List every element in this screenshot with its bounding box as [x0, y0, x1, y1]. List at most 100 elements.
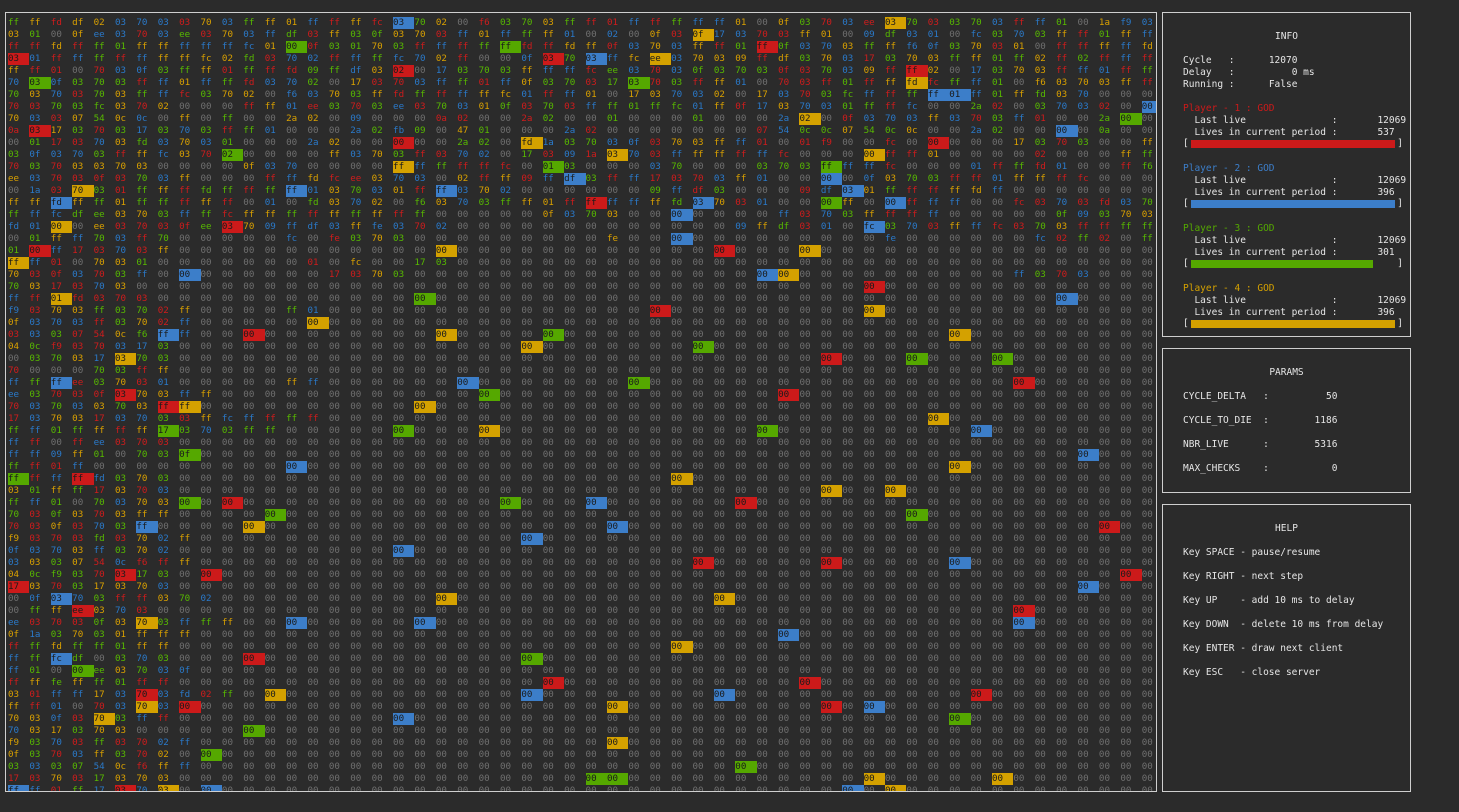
memory-byte: 09 — [50, 449, 62, 460]
memory-byte: ff — [756, 53, 768, 64]
memory-byte: 0f — [50, 269, 62, 280]
memory-byte: 03 — [200, 125, 212, 136]
memory-byte: 00 — [371, 401, 383, 412]
memory-byte: ee — [393, 101, 405, 112]
memory-byte: 01 — [114, 629, 127, 640]
memory-byte: ff — [157, 509, 169, 520]
memory-byte: 00 — [735, 761, 757, 773]
memory-byte: ff — [243, 65, 255, 76]
memory-byte: 00 — [927, 389, 939, 400]
memory-byte: 00 — [1141, 629, 1153, 640]
memory-byte: 00 — [457, 677, 469, 688]
memory-row: ff ff fd ff ff 01 ff ff ff ff ff 00 01 00 fd 03 70 02 00 f6… — [8, 197, 1156, 209]
memory-byte: 00 — [671, 713, 683, 724]
memory-byte: 00 — [820, 653, 832, 664]
memory-byte: 03 — [885, 221, 897, 232]
memory-byte: 03 — [179, 425, 191, 436]
memory-byte: 00 — [264, 629, 276, 640]
memory-byte: 00 — [949, 785, 961, 792]
memory-byte: 00 — [1013, 437, 1025, 448]
memory-byte: 02 — [585, 125, 597, 136]
memory-byte: 00 — [328, 317, 340, 328]
memory-byte: 00 — [478, 317, 490, 328]
memory-byte: 00 — [585, 785, 597, 792]
memory-byte: 00 — [713, 341, 725, 352]
memory-byte: 00 — [735, 737, 747, 748]
memory-byte: 03 — [435, 257, 447, 268]
memory-byte: 00 — [778, 293, 790, 304]
memory-byte: 00 — [713, 269, 725, 280]
memory-byte: ee — [72, 377, 84, 388]
memory-byte: 00 — [585, 413, 597, 424]
memory-byte: 00 — [585, 389, 597, 400]
memory-byte: 03 — [243, 29, 255, 40]
memory-byte: 0f — [778, 65, 790, 76]
memory-byte: 0a — [435, 113, 447, 124]
memory-byte: 00 — [1120, 269, 1132, 280]
memory-byte: 03 — [585, 77, 597, 88]
memory-byte: 01 — [50, 293, 73, 305]
memory-byte: 00 — [863, 137, 875, 148]
memory-byte: 00 — [1141, 173, 1153, 184]
memory-byte: ff — [521, 29, 533, 40]
memory-byte: 00 — [735, 269, 747, 280]
memory-byte: 00 — [457, 389, 469, 400]
memory-byte: 17 — [72, 245, 84, 256]
memory-byte: 00 — [264, 593, 276, 604]
memory-byte: 03 — [842, 17, 854, 28]
memory-byte: 00 — [393, 569, 405, 580]
memory-byte: 00 — [585, 161, 597, 172]
memory-byte: fc — [885, 161, 897, 172]
memory-byte: 00 — [1098, 353, 1110, 364]
memory-byte: 00 — [799, 329, 811, 340]
memory-byte: 00 — [906, 689, 918, 700]
memory-byte: 00 — [243, 629, 255, 640]
memory-byte: 0f — [863, 173, 875, 184]
memory-byte: 00 — [906, 485, 918, 496]
memory-byte: 00 — [1098, 629, 1110, 640]
memory-byte: 00 — [863, 197, 875, 208]
memory-byte: 00 — [307, 401, 319, 412]
memory-byte: 00 — [842, 653, 854, 664]
memory-byte: 03 — [8, 485, 20, 496]
memory-byte: 03 — [1034, 269, 1046, 280]
memory-byte: 00 — [478, 389, 500, 401]
memory-byte: ff — [157, 197, 169, 208]
memory-byte: 00 — [863, 341, 875, 352]
memory-byte: ff — [414, 149, 426, 160]
memory-byte: 00 — [1034, 257, 1046, 268]
memory-byte: 17 — [756, 89, 768, 100]
memory-byte: 00 — [885, 425, 897, 436]
memory-byte: 17 — [606, 77, 619, 88]
memory-byte: 00 — [991, 641, 1004, 652]
memory-byte: 00 — [863, 485, 875, 496]
memory-byte: ff — [243, 209, 255, 220]
memory-byte: 00 — [649, 485, 661, 496]
memory-byte: 00 — [885, 269, 897, 280]
memory-byte: 03 — [393, 17, 415, 29]
memory-byte: 03 — [8, 557, 20, 568]
memory-byte: 00 — [435, 401, 447, 412]
memory-byte: 00 — [713, 233, 725, 244]
memory-byte: 01 — [820, 221, 832, 232]
memory-byte: 00 — [906, 329, 918, 340]
memory-byte: 00 — [735, 245, 747, 256]
memory-byte: ff — [863, 209, 875, 220]
memory-byte: 00 — [585, 281, 597, 292]
memory-byte: ff — [50, 689, 62, 700]
memory-byte: 00 — [1013, 449, 1025, 460]
memory-byte: 00 — [542, 329, 565, 341]
memory-byte: 00 — [200, 401, 212, 412]
memory-byte: 00 — [1056, 545, 1068, 556]
memory-byte: 00 — [820, 449, 832, 460]
memory-byte: 0c — [29, 569, 41, 580]
memory-byte: 00 — [949, 773, 961, 784]
memory-byte: 00 — [906, 653, 918, 664]
memory-byte: 0f — [778, 41, 790, 52]
memory-byte: 00 — [1120, 749, 1132, 760]
memory-byte: 00 — [863, 521, 875, 532]
memory-byte: ff — [692, 149, 704, 160]
memory-byte: 00 — [671, 125, 683, 136]
memory-byte: 03 — [885, 173, 897, 184]
memory-byte: 00 — [221, 269, 233, 280]
